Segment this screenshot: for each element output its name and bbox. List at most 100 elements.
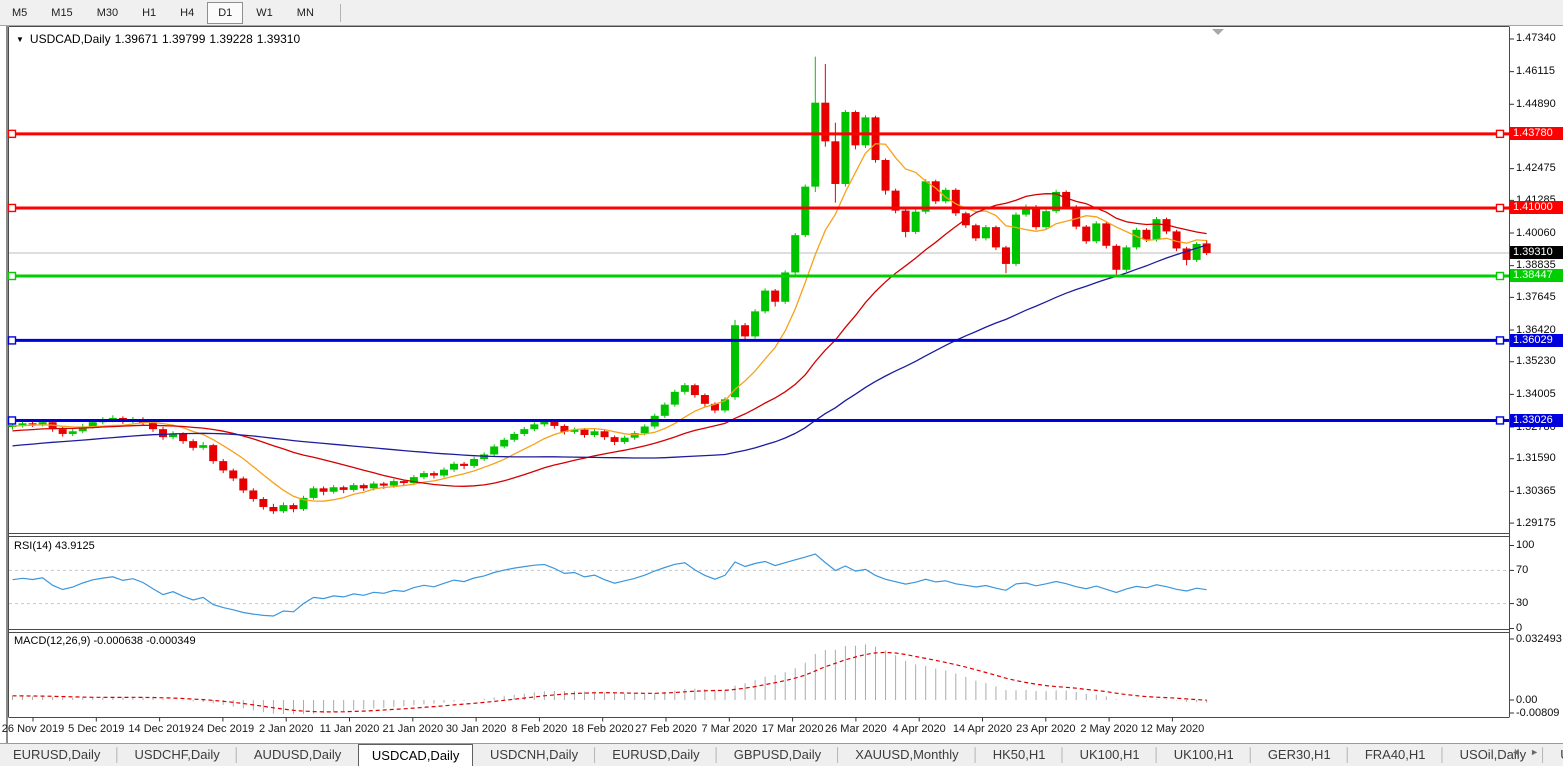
candle-body [971,225,980,239]
date-tick-label: 12 May 2020 [1140,723,1205,735]
candle-body [199,445,208,448]
chart-tab-ger30-h1[interactable]: GER30,H1 [1267,747,1331,762]
timeframe-button-w1[interactable]: W1 [256,6,273,19]
candle-body [369,483,378,489]
candle-body [580,429,589,436]
candle-body [811,102,820,187]
candle-body [821,102,830,142]
candle-body [1172,231,1181,249]
hline-handle[interactable] [1495,271,1505,281]
rsi-line [12,553,1207,617]
candle-body [88,422,97,427]
candle-body [329,487,338,492]
ohlc-close: 1.39310 [256,32,301,46]
chart-tab-usdjpy-h1[interactable]: USDJPY,H1 [1547,744,1563,766]
hline-handle[interactable] [1495,129,1505,139]
candle-body [510,433,519,440]
tab-scroll-arrows: ◄► [1511,747,1549,757]
candle-body [851,112,860,146]
candle-body [490,446,499,455]
tab-separator: │ [113,747,122,762]
hline-handle[interactable] [1495,416,1505,425]
candle-body [981,227,990,239]
chart-tab-eurusd-daily[interactable]: EURUSD,Daily [612,747,700,762]
chart-title: ▼ USDCAD,Daily 1.39671 1.39799 1.39228 1.3931… [16,32,304,46]
chart-dropdown-icon[interactable]: ▼ [16,35,24,44]
price-tick-label: 1.31590 [1516,452,1556,465]
hline-handle[interactable] [7,336,17,345]
timeframe-toolbar: M5 M15 M30 H1 H4 D1 W1 MN [0,0,1563,26]
chart-tab-usdchf-daily[interactable]: USDCHF,Daily [134,747,220,762]
price-tick-label: 1.42475 [1516,162,1556,175]
chart-tab-usoil-daily[interactable]: USOil,Daily [1459,747,1527,762]
tab-scroll-left-icon[interactable]: ◄ [1511,747,1531,757]
price-tick-label: 1.40060 [1516,226,1556,239]
hline-handle[interactable] [7,203,17,213]
date-tick-label: 24 Dec 2019 [191,723,255,735]
candle-body [379,483,388,486]
candle-body [58,429,67,434]
price-badge-1.43780: 1.43780 [1510,127,1563,141]
candle-body [941,189,950,202]
chart-tab-fra40-h1[interactable]: FRA40,H1 [1364,747,1426,762]
candle-body [781,272,790,302]
rsi-indicator-label: RSI(14) 43.9125 [14,540,95,552]
candle-body [179,433,188,442]
hline-handle[interactable] [7,271,17,281]
timeframe-button-m30[interactable]: M30 [96,6,119,19]
chart-tab-uk100-h1[interactable]: UK100,H1 [1079,747,1140,762]
chart-tab-gbpusd-daily[interactable]: GBPUSD,Daily [733,747,822,762]
chart-tab-xauusd-monthly[interactable]: XAUUSD,Monthly [855,747,959,762]
timeframe-button-d1[interactable]: D1 [207,1,244,24]
timeframe-button-mn[interactable]: MN [296,6,314,19]
chart-canvas[interactable] [0,0,1563,745]
candle-body [1052,191,1061,212]
candle-body [771,290,780,302]
chart-tab-uk100-h1[interactable]: UK100,H1 [1173,747,1234,762]
candle-body [429,473,438,476]
price-tick-label: 1.34005 [1516,387,1556,400]
timeframe-button-h1[interactable]: H1 [142,6,157,19]
candle-body [1102,223,1111,246]
candle-body [249,490,258,499]
tab-separator: │ [1343,747,1352,762]
candle-body [1032,206,1041,228]
candle-body [219,461,228,471]
candle-body [751,311,760,337]
price-tick-label: 1.37645 [1516,290,1556,303]
candle-body [871,117,880,160]
candle-body [891,190,900,211]
candle-body [1202,243,1211,253]
tab-separator: │ [232,747,241,762]
chart-tab-usdcad-daily[interactable]: USDCAD,Daily [357,744,474,766]
candle-body [1042,211,1051,228]
chart-tab-bar: EURUSD,Daily │ USDCHF,Daily │ AUDUSD,Daily U… [0,743,1563,766]
price-tick-label: 1.29175 [1516,516,1556,529]
date-tick-label: 21 Jan 2020 [382,723,444,735]
candle-body [590,431,599,436]
chart-tab-hk50-h1[interactable]: HK50,H1 [992,747,1046,762]
candle-body [630,433,639,438]
candle-body [861,117,870,146]
candle-body [169,433,178,438]
tab-scroll-right-icon[interactable]: ► [1530,747,1549,757]
candle-body [460,463,469,466]
chart-tab-audusd-daily[interactable]: AUDUSD,Daily [253,747,342,762]
timeframe-button-m15[interactable]: M15 [51,6,73,19]
chart-tab-eurusd-daily[interactable]: EURUSD,Daily [13,747,101,762]
hline-handle[interactable] [7,416,17,425]
candle-body [1122,247,1131,270]
hline-handle[interactable] [7,129,17,139]
hline-handle[interactable] [1495,336,1505,345]
candle-body [299,497,308,510]
date-tick-label: 7 Mar 2020 [701,723,758,735]
macd-axis-label: -0.00809 [1516,706,1560,719]
timeframe-button-h4[interactable]: H4 [180,6,195,19]
candle-body [289,505,298,510]
candle-body [319,488,328,492]
hline-handle[interactable] [1495,203,1505,213]
candle-body [620,437,629,442]
chart-tab-usdcnh-daily[interactable]: USDCNH,Daily [489,747,579,762]
timeframe-button-m5[interactable]: M5 [12,6,28,19]
